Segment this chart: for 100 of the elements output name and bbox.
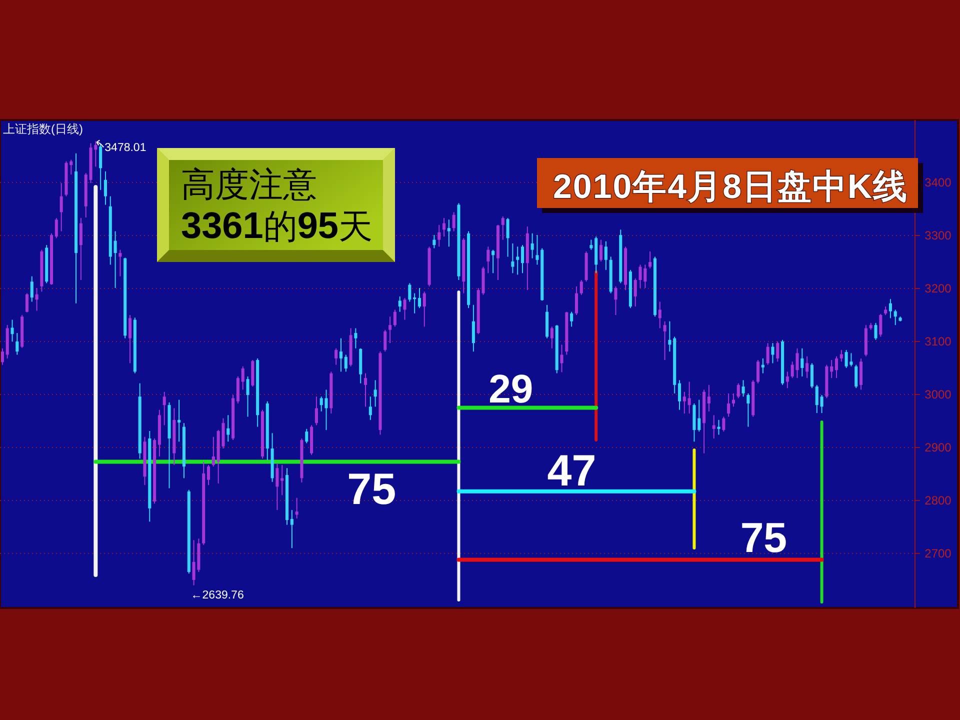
candlestick [364,372,368,408]
y-tick-label: 2700 [924,546,952,560]
candlestick [800,348,804,377]
y-tick-label: 3200 [924,281,952,296]
candlestick [530,232,534,259]
candlestick [604,240,608,270]
candlestick [128,314,132,364]
y-tick-label: 2900 [924,440,952,454]
candlestick [834,356,838,379]
candlestick [840,349,843,362]
candlestick [368,396,372,420]
candlestick [712,414,716,439]
candlestick [648,250,652,269]
candlestick [668,320,672,352]
candlestick [516,246,520,276]
candlestick [599,239,603,262]
candlestick [520,244,524,274]
candlestick [0,348,4,366]
candlestick [388,316,392,344]
candlestick [717,419,720,436]
candlestick [614,286,618,316]
candlestick [162,391,166,426]
candlestick [560,344,564,373]
candlestick [314,396,318,426]
candlestick [634,278,637,308]
candlestick [501,216,504,240]
candlestick [688,381,691,414]
annotation: 高度注意 3361的95天 [181,167,372,246]
candlestick [888,298,892,319]
candlestick [472,304,475,352]
candlestick [727,392,730,418]
candlestick [736,382,740,399]
candlestick [776,340,780,362]
candlestick [658,301,662,329]
candlestick [280,464,284,496]
candlestick [806,356,809,379]
candlestick [663,320,666,361]
candlestick [815,384,818,414]
candlestick [236,376,240,404]
candlestick [60,182,63,232]
candlestick [486,246,490,274]
annotation: 75 [347,464,396,514]
candlestick [413,292,416,314]
annotation: 3478.01 [104,142,146,154]
candlestick [398,296,402,312]
candlestick [580,280,583,296]
annotation: 47 [547,446,596,496]
candlestick [35,287,38,312]
candlestick [16,332,19,356]
candlestick [99,142,102,190]
candlestick [707,384,710,412]
candlestick [879,313,882,338]
candlestick [452,212,456,232]
candlestick [506,218,510,258]
candlestick [344,354,348,372]
candlestick [698,399,701,432]
candlestick [374,380,377,408]
candlestick [79,218,82,281]
candlestick [590,239,593,250]
candlestick [894,309,897,326]
candlestick [860,358,863,390]
candlestick [766,342,770,366]
chart-title: 上证指数(日线) [3,122,83,136]
annotation: 75 [740,514,788,561]
candlestick [118,249,122,277]
candlestick [570,311,574,328]
candlestick [226,414,230,442]
candlestick [761,358,764,374]
candlestick [492,249,495,274]
candlestick [786,371,789,389]
candlestick [722,416,726,432]
candlestick [418,287,421,309]
candlestick [820,394,824,414]
candlestick [276,462,279,510]
candlestick [854,364,858,389]
candlestick [30,276,34,302]
candlestick [550,326,554,349]
candlestick [178,399,181,442]
annotation: 29 [488,368,534,412]
candlestick [756,360,760,384]
candlestick [393,309,396,328]
candlestick [682,391,686,414]
y-tick-label: 3000 [924,387,952,402]
candlestick [678,380,682,410]
y-tick-label: 3100 [924,334,952,348]
candlestick [104,170,108,206]
candlestick [447,219,450,248]
y-tick-label: 2800 [924,493,952,508]
candlestick [746,392,750,428]
candlestick [874,322,878,340]
candlestick [54,218,58,239]
candlestick [212,436,215,468]
candlestick [206,464,210,486]
candlestick [114,230,117,288]
candlestick [384,329,387,352]
candlestick [334,348,338,366]
candlestick [810,362,814,389]
candlestick [742,380,745,398]
candlestick [511,242,514,274]
candlestick [25,292,29,313]
